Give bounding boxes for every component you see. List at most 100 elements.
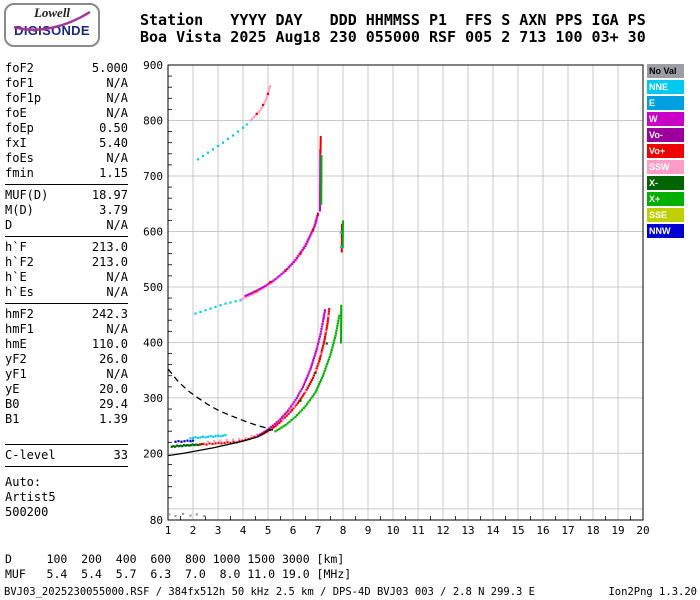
- svg-text:7: 7: [315, 524, 322, 537]
- series-3hop-NNE: [196, 123, 248, 161]
- svg-text:80: 80: [150, 514, 163, 527]
- svg-text:19: 19: [611, 524, 624, 537]
- param-label: foEs: [5, 151, 34, 165]
- series-3hop-O-sparse: [255, 92, 270, 115]
- svg-text:14: 14: [486, 524, 500, 537]
- series-1hop-Xminus-low: [170, 442, 203, 448]
- param-row-fof1p: foF1p N/A: [5, 91, 128, 106]
- header-fields-line: Station YYYY DAY DDD HHMMSS P1 FFS S AXN…: [140, 11, 646, 29]
- param-row-md: M(D) 3.79: [5, 203, 128, 218]
- legend-item-nnw: NNW: [647, 224, 684, 238]
- param-row-yf2: yF2 26.0: [5, 352, 128, 367]
- parameter-panel: foF2 5.000 foF1 N/A foF1p N/A foE N/A foEp 0.50 fx…: [5, 61, 128, 520]
- svg-text:16: 16: [536, 524, 549, 537]
- param-row-hf2: h`F2 213.0: [5, 255, 128, 270]
- param-label: h`E: [5, 270, 27, 284]
- plot-grid: [168, 65, 643, 520]
- param-label: yF2: [5, 352, 27, 366]
- param-group-1: MUF(D) 18.97 M(D) 3.79 D N/A: [5, 188, 128, 237]
- svg-text:900: 900: [143, 59, 163, 72]
- param-label: h`F2: [5, 255, 34, 269]
- svg-text:20: 20: [636, 524, 649, 537]
- param-footer-2: 500200: [5, 505, 49, 519]
- svg-text:2: 2: [190, 524, 197, 537]
- param-label: yF1: [5, 367, 27, 381]
- series-2hop-O-sparse: [254, 213, 320, 293]
- param-row-foes: foEs N/A: [5, 151, 128, 166]
- param-label: h`F: [5, 240, 27, 254]
- param-group-3: hmF2 242.3 hmF1 N/A hmE 110.0 yF2 26.0 yF1 N/A yE 2…: [5, 307, 128, 427]
- param-row-hmf2: hmF2 242.3: [5, 307, 128, 322]
- param-row-ye: yE 20.0: [5, 382, 128, 397]
- param-label: foF1: [5, 76, 34, 90]
- svg-text:18: 18: [586, 524, 599, 537]
- status-bar: BVJ03_2025230055000.RSF / 384fx512h 50 k…: [4, 586, 697, 598]
- param-group-0: foF2 5.000 foF1 N/A foF1p N/A foE N/A foEp 0.50 fx…: [5, 61, 128, 185]
- legend-item-vo+: Vo+: [647, 144, 684, 158]
- svg-text:10: 10: [386, 524, 399, 537]
- param-footer-0: Auto:: [5, 475, 42, 489]
- param-row-hme: hmE 110.0: [5, 337, 128, 352]
- svg-text:15: 15: [511, 524, 524, 537]
- legend-item-nne: NNE: [647, 80, 684, 94]
- overlay-true-height-profile: [167, 428, 273, 457]
- param-value: 18.97: [91, 188, 128, 202]
- param-value: N/A: [106, 76, 128, 90]
- param-value: 20.0: [99, 382, 128, 396]
- param-label: C-level: [5, 448, 56, 462]
- svg-text:9: 9: [365, 524, 372, 537]
- param-row-b1: B1 1.39: [5, 412, 128, 427]
- param-label: hmF2: [5, 307, 34, 321]
- param-row-mufd: MUF(D) 18.97: [5, 188, 128, 203]
- param-row-hmf1: hmF1 N/A: [5, 322, 128, 337]
- param-value: N/A: [106, 367, 128, 381]
- legend-item-vo-: Vo-: [647, 128, 684, 142]
- param-row-hes: h`Es N/A: [5, 285, 128, 300]
- param-label: foE: [5, 106, 27, 120]
- param-row-fmin: fmin 1.15: [5, 166, 128, 181]
- param-row-yf1: yF1 N/A: [5, 367, 128, 382]
- series-2hop-SSW: [240, 220, 318, 301]
- station-header: Station YYYY DAY DDD HHMMSS P1 FFS S AXN…: [140, 12, 646, 46]
- svg-text:6: 6: [290, 524, 297, 537]
- series-1hop-Xminus-sparse: [299, 342, 328, 402]
- param-row-hf: h`F 213.0: [5, 240, 128, 255]
- param-value: N/A: [106, 91, 128, 105]
- param-value: N/A: [106, 322, 128, 336]
- param-value: 213.0: [91, 255, 128, 269]
- param-label: foF1p: [5, 91, 42, 105]
- param-group-2: h`F 213.0 h`F2 213.0 h`E N/A h`Es N/A: [5, 240, 128, 304]
- logo-lowell-text: Lowell: [33, 5, 71, 20]
- param-label: foEp: [5, 121, 34, 135]
- param-label: fmin: [5, 166, 34, 180]
- param-row-fof2: foF2 5.000: [5, 61, 128, 76]
- svg-text:200: 200: [143, 447, 163, 460]
- y-axis-labels: 900 800 700 600 500 400 300 200 80: [143, 59, 163, 527]
- legend-item-ssw: SSW: [647, 160, 684, 174]
- status-file-info: BVJ03_2025230055000.RSF / 384fx512h 50 k…: [4, 586, 536, 598]
- param-row-foep: foEp 0.50: [5, 121, 128, 136]
- param-row-clevel: C-level 33: [5, 448, 128, 463]
- param-label: fxI: [5, 136, 27, 150]
- legend-item-w: W: [647, 112, 684, 126]
- svg-text:17: 17: [561, 524, 574, 537]
- svg-text:11: 11: [411, 524, 424, 537]
- param-value: 1.15: [99, 166, 128, 180]
- svg-text:5: 5: [265, 524, 272, 537]
- param-row-foe: foE N/A: [5, 106, 128, 121]
- svg-text:400: 400: [143, 336, 163, 349]
- legend-item-no-val: No Val: [647, 64, 684, 78]
- param-row-fxi: fxI 5.40: [5, 136, 128, 151]
- axis-minor-ticks: [168, 75, 631, 520]
- param-row-b0: B0 29.4: [5, 397, 128, 412]
- series-1hop-SSW-flat: [206, 433, 258, 443]
- param-value: 33: [113, 448, 128, 462]
- echo-direction-legend: No Val NNE E W Vo- Vo+ SSW X- X+ SSE NNW: [647, 64, 684, 240]
- svg-text:500: 500: [143, 281, 163, 294]
- digisonde-logo: Lowell DIGISONDE: [4, 3, 100, 47]
- legend-item-sse: SSE: [647, 208, 684, 222]
- param-value: 110.0: [91, 337, 128, 351]
- param-footer-1: Artist5: [5, 490, 56, 504]
- param-value: 5.40: [99, 136, 128, 150]
